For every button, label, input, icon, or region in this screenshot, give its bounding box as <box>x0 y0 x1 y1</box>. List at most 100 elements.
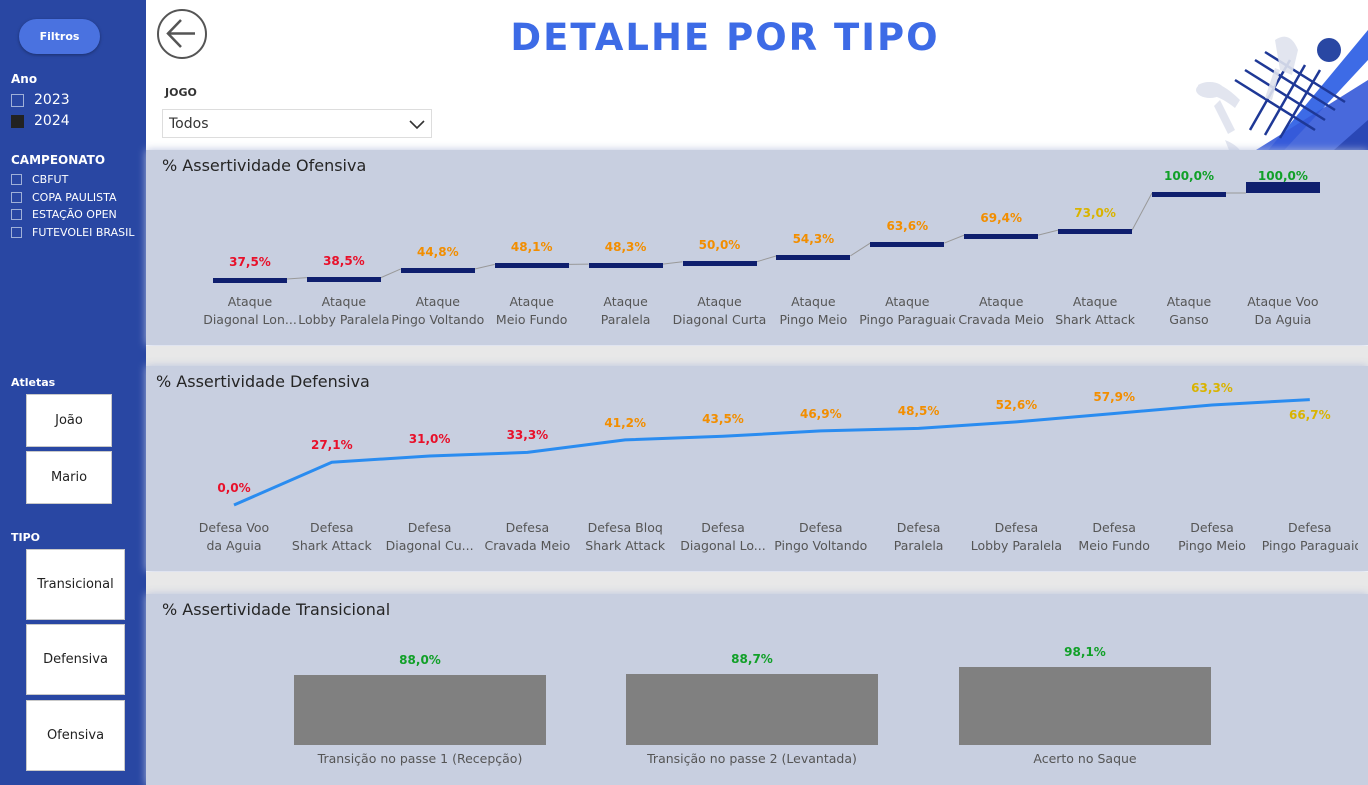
offensive-connector <box>944 234 965 244</box>
tipo-tile-transicional[interactable]: Transicional <box>26 549 125 620</box>
defensive-data-label: 66,7% <box>1288 407 1331 422</box>
defensive-category-label: Defesa Meio Fundo <box>1078 520 1150 553</box>
defensive-chart-panel: % Assertividade Defensiva 0,0% Defesa Voo… <box>146 366 1368 571</box>
offensive-category-label: Ataque Meio Fundo <box>495 294 568 327</box>
defensive-data-label: 31,0% <box>408 432 451 447</box>
offensive-category-label: Ataque Pingo Paraguaio <box>859 294 956 327</box>
tipo-tile-defensiva[interactable]: Defensiva <box>26 624 125 695</box>
transitional-category-label: Transição no passe 1 (Recepção) <box>317 751 523 766</box>
offensive-connector <box>380 268 401 279</box>
campeonato-option-label: ESTAÇÃO OPEN <box>32 208 117 221</box>
campeonato-option-estacao-open[interactable]: ESTAÇÃO OPEN <box>11 208 117 221</box>
transitional-chart-panel: % Assertividade Transicional 88,0% Transi… <box>146 594 1368 785</box>
checkbox-icon[interactable] <box>11 174 22 185</box>
offensive-bar[interactable] <box>213 278 287 283</box>
campeonato-label: CAMPEONATO <box>11 153 106 167</box>
defensive-category-label: Defesa Lobby Paralela <box>970 520 1063 553</box>
offensive-connector <box>1038 229 1059 236</box>
offensive-data-label: 48,3% <box>604 240 647 255</box>
offensive-bar[interactable] <box>1152 192 1226 197</box>
defensive-data-label: 48,5% <box>897 404 940 419</box>
offensive-bar[interactable] <box>682 260 757 266</box>
campeonato-option-label: COPA PAULISTA <box>32 191 117 204</box>
checkbox-icon[interactable] <box>11 209 22 220</box>
offensive-bar[interactable] <box>870 242 945 248</box>
panel-separator <box>146 346 1368 366</box>
defensive-category-label: Defesa Diagonal Cu... <box>385 520 474 553</box>
offensive-data-label: 63,6% <box>886 219 929 234</box>
transitional-category-label: Transição no passe 2 (Levantada) <box>647 751 857 766</box>
checkbox-icon[interactable] <box>11 93 24 107</box>
offensive-bar[interactable] <box>306 276 381 282</box>
defensive-series-line[interactable] <box>233 398 1310 507</box>
offensive-bar[interactable] <box>588 263 663 269</box>
ano-option-2024[interactable]: 2024 <box>11 113 70 129</box>
offensive-bar[interactable] <box>1245 182 1320 193</box>
transitional-data-label: 88,0% <box>399 652 441 667</box>
defensive-category-label: Defesa Pingo Paraguaio <box>1261 520 1358 553</box>
offensive-data-label: 100,0% <box>1164 169 1214 183</box>
jogo-dropdown[interactable]: Todos <box>162 109 432 138</box>
atleta-tile-label: João <box>55 413 83 428</box>
campeonato-option-copa-paulista[interactable]: COPA PAULISTA <box>11 191 117 204</box>
transitional-bar[interactable] <box>959 666 1211 745</box>
back-arrow-icon <box>166 19 195 48</box>
jogo-label: JOGO <box>165 86 197 99</box>
offensive-category-label: Ataque Diagonal Curta <box>672 294 767 327</box>
offensive-data-label: 50,0% <box>698 237 741 252</box>
offensive-chart-connectors <box>286 192 1246 280</box>
defensive-category-label: Defesa Shark Attack <box>291 520 372 553</box>
transitional-bar[interactable] <box>626 674 878 745</box>
defensive-data-label: 46,9% <box>799 406 842 421</box>
transitional-bar[interactable] <box>294 674 546 745</box>
atleta-tile-joao[interactable]: João <box>26 394 112 447</box>
offensive-category-label: Ataque Ganso <box>1166 294 1212 327</box>
offensive-category-label: Ataque Voo Da Aguia <box>1247 294 1319 327</box>
offensive-data-label: 44,8% <box>416 244 459 259</box>
defensive-data-label: 43,5% <box>702 412 744 427</box>
offensive-bar[interactable] <box>776 254 851 260</box>
offensive-data-label: 38,5% <box>323 253 365 268</box>
offensive-data-label: 69,4% <box>980 211 1023 226</box>
offensive-bar[interactable] <box>400 267 475 273</box>
campeonato-option-cbfut[interactable]: CBFUT <box>11 173 68 186</box>
campeonato-option-futevolei-brasil[interactable]: FUTEVOLEI BRASIL <box>11 226 134 239</box>
defensive-category-label: Defesa Pingo Voltando <box>774 520 868 553</box>
offensive-chart-panel: % Assertividade Ofensiva 37,5% Ataque Diag… <box>146 150 1368 345</box>
offensive-data-label: 37,5% <box>229 255 271 269</box>
defensive-chart-title: % Assertividade Defensiva <box>156 372 370 391</box>
offensive-data-label: 54,3% <box>792 231 835 246</box>
transitional-category-label: Acerto no Saque <box>1033 751 1137 766</box>
defensive-data-label: 27,1% <box>310 438 353 453</box>
defensive-category-label: Defesa Cravada Meio <box>484 520 571 553</box>
ano-label: Ano <box>11 72 38 86</box>
checkbox-checked-icon[interactable] <box>11 114 24 128</box>
tipo-tile-label: Ofensiva <box>46 728 105 743</box>
defensive-category-label: Defesa Paralela <box>893 520 944 553</box>
atleta-tile-mario[interactable]: Mario <box>26 451 112 504</box>
offensive-bar[interactable] <box>964 234 1039 240</box>
offensive-bar[interactable] <box>494 263 569 269</box>
defensive-data-label: 52,6% <box>995 397 1038 412</box>
defensive-data-label: 57,9% <box>1093 389 1136 404</box>
ano-option-2023[interactable]: 2023 <box>11 92 70 108</box>
filters-button[interactable]: Filtros <box>19 19 100 54</box>
offensive-connector <box>474 263 495 270</box>
offensive-category-label: Ataque Pingo Meio <box>779 294 848 327</box>
jogo-selected-value: Todos <box>169 115 209 132</box>
offensive-bar[interactable] <box>1058 229 1133 235</box>
checkbox-icon[interactable] <box>11 227 22 238</box>
tipo-tile-ofensiva[interactable]: Ofensiva <box>26 700 125 771</box>
offensive-connector <box>850 242 871 257</box>
defensive-data-label: 0,0% <box>217 481 251 495</box>
offensive-connector <box>756 255 777 263</box>
defensive-category-label: Defesa Diagonal Lo... <box>680 520 766 553</box>
back-button[interactable] <box>157 9 207 59</box>
offensive-chart-title: % Assertividade Ofensiva <box>162 156 367 175</box>
offensive-connector <box>286 277 307 280</box>
checkbox-icon[interactable] <box>11 192 22 203</box>
defensive-category-label: Defesa Pingo Meio <box>1178 520 1246 553</box>
transitional-data-label: 98,1% <box>1064 644 1106 659</box>
defensive-data-label: 33,3% <box>506 428 549 443</box>
offensive-connector <box>1131 192 1153 231</box>
